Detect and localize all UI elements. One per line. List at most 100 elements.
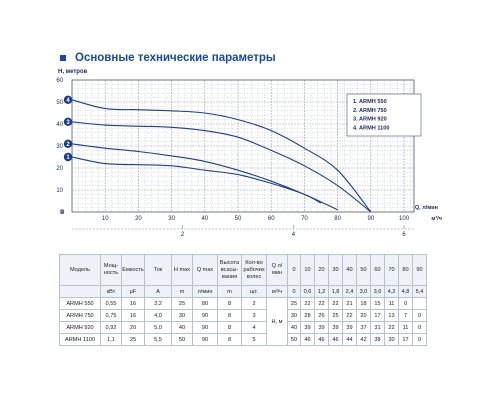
unit-cell: 2,4 [342, 285, 357, 298]
curve-marker-label-2: 2 [66, 142, 70, 148]
unit-cell: 4,2 [384, 285, 399, 298]
y-tick-label: 0 [60, 210, 64, 216]
table-cell: 0,55 [100, 297, 122, 310]
x-tick-label: 80 [334, 216, 341, 222]
x-tick-label: 20 [135, 216, 142, 222]
table-cell: 0 [412, 309, 427, 322]
table-cell: 4,0 [144, 309, 172, 322]
table-cell: 4 [241, 321, 267, 334]
header-cell: 60 [370, 254, 385, 286]
table-cell: 22 [342, 309, 357, 322]
performance-chart: 1 2 3 4 0 10 20 30 40 50 60 10 20 30 40 50 60 70 80 90 100 2… [56, 69, 442, 238]
curve-markers: 1 2 3 4 [63, 95, 73, 162]
table-cell: 1,1 [100, 333, 122, 346]
table-cell: 8 [217, 333, 242, 346]
unit-cell: m [171, 285, 193, 298]
curve-marker-label-3: 3 [66, 120, 70, 126]
unit-cell: 0,6 [300, 285, 315, 298]
table-cell: 26 [314, 309, 329, 322]
table-cell: 44 [342, 333, 357, 346]
unit-cell: л/мин [192, 285, 218, 298]
header-cell: Модель [59, 254, 101, 286]
header-cell: 20 [314, 254, 329, 286]
table-cell: 0,75 [100, 309, 122, 322]
header-cell: H max [171, 254, 193, 286]
title-row: Основные технические параметры [60, 51, 276, 65]
specs-table: Модель Мощ-ность Емкость Ток H max Q max… [59, 254, 427, 346]
curve-marker-1 [63, 152, 73, 162]
table-cell: ARMH 1100 [59, 333, 101, 346]
table-cell: 39 [328, 321, 343, 334]
x-tick-label: 90 [367, 216, 374, 222]
page-title: Основные технические параметры [75, 52, 276, 64]
header-cell: Кол-во рабочих колес [241, 254, 267, 286]
table-cell: 37 [356, 321, 371, 334]
table-cell: 28 [300, 309, 315, 322]
unit-cell: 3,6 [370, 285, 385, 298]
unit-cell: 4,8 [398, 285, 413, 298]
x-axis-label: Q, л/мин [415, 205, 438, 211]
table-cell: 25 [171, 297, 193, 310]
table-cell: 8 [217, 297, 242, 310]
table-cell: 16 [121, 297, 145, 310]
x2-axis-label: м³/ч [431, 215, 442, 222]
header-cell: 90 [412, 254, 427, 286]
table-cell [412, 297, 427, 310]
table-cell: 11 [384, 297, 399, 310]
header-cell: Q max [192, 254, 218, 286]
table-cell: 46 [300, 333, 315, 346]
table-cell: 46 [328, 333, 343, 346]
table-cell: 0,92 [100, 321, 122, 334]
curve-marker-2 [63, 139, 73, 148]
unit-cell: 1,2 [314, 285, 329, 298]
table-units-row: кВт µF A m л/мин m шт. м³/ч 0 0,6 1,2 1,… [59, 285, 427, 298]
table-cell: 80 [192, 297, 218, 310]
x-tick-label: 30 [168, 216, 175, 222]
table-cell: 40 [171, 321, 193, 334]
table-cell: 15 [370, 297, 385, 310]
unit-cell: µF [121, 285, 145, 298]
table-row: ARMH 920 0,92 20 5,0 40 90 8 4 40 39 39 … [59, 321, 427, 334]
x-tick-label: 40 [201, 216, 208, 222]
table-cell: 16 [121, 309, 145, 322]
chart-curves [71, 99, 372, 213]
y-tick-label: 10 [56, 188, 63, 194]
header-cell: 80 [398, 254, 413, 286]
header-cell: Мощ-ность [100, 254, 122, 286]
table-cell: 3,2 [144, 297, 172, 310]
x2-tick-label: 6 [402, 232, 406, 238]
table-cell: 5 [241, 333, 267, 346]
unit-cell: шт. [241, 285, 267, 298]
unit-cell: 3,0 [356, 285, 371, 298]
legend-entry-2: 2. ARMH 750 [353, 108, 387, 114]
legend-entry-3: 3. ARMH 920 [353, 117, 387, 123]
table-cell: ARMH 920 [59, 321, 101, 334]
curve-marker-4 [63, 95, 73, 105]
table-cell: 8 [217, 321, 242, 334]
curve-marker-label-4: 4 [66, 98, 70, 104]
table-cell: 42 [356, 333, 371, 346]
table-cell: 22 [314, 297, 329, 310]
table-cell: 13 [384, 309, 399, 322]
curve-series-3 [71, 121, 372, 213]
header-cell: 0 [287, 254, 301, 286]
table-cell: 22 [328, 297, 343, 310]
curve-marker-3 [63, 117, 73, 127]
curve-series-2 [71, 143, 338, 211]
table-cell: 25 [287, 297, 301, 310]
x2-tick-label: 2 [181, 232, 185, 238]
header-cell: 10 [300, 254, 315, 286]
table-cell: 17 [398, 333, 413, 346]
unit-cell: м³/ч [266, 285, 288, 298]
header-cell: Емкость [121, 254, 145, 286]
table-cell: 8 [217, 309, 242, 322]
header-cell: Высота всасы-вания [217, 254, 242, 286]
table-cell: ARMH 550 [59, 297, 101, 310]
table-cell: 25 [328, 309, 343, 322]
legend-box [346, 93, 422, 137]
table-cell: 40 [287, 321, 301, 334]
table-header-row: Модель Мощ-ность Емкость Ток H max Q max… [59, 254, 427, 286]
header-cell: 30 [328, 254, 343, 286]
curve-series-1 [71, 156, 322, 204]
header-cell: 40 [342, 254, 357, 286]
